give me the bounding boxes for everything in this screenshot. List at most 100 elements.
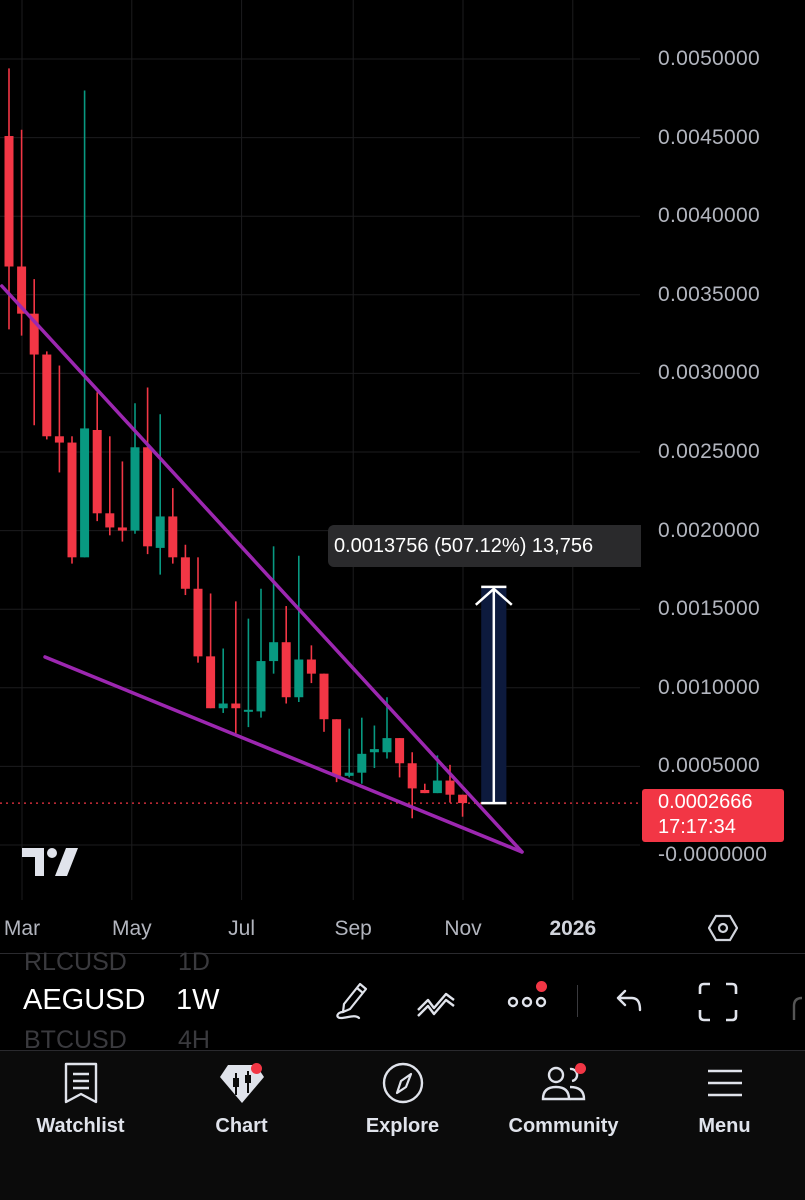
notification-dot <box>536 981 547 992</box>
candle-body <box>29 313 39 355</box>
nav-community[interactable]: Community <box>483 1061 644 1138</box>
community-icon <box>541 1066 585 1101</box>
symbol-next[interactable]: BTCUSD <box>24 1026 127 1054</box>
candle-body <box>407 763 417 789</box>
nav-label: Watchlist <box>36 1115 125 1137</box>
candle-body <box>92 429 102 514</box>
divider <box>0 1050 805 1051</box>
bottom-nav: Watchlist Chart Explore Community Menu <box>0 1051 805 1200</box>
chart-icon <box>219 1065 264 1103</box>
candle <box>105 436 115 536</box>
candle-body <box>281 642 291 698</box>
candle-body <box>243 709 253 712</box>
nav-label: Menu <box>698 1115 751 1137</box>
undo-icon[interactable] <box>608 980 652 1024</box>
nav-label: Explore <box>365 1115 440 1137</box>
compass-icon <box>382 1062 423 1104</box>
measure-label: 0.0013756 (507.12%) 13,756 <box>328 525 641 567</box>
candle <box>294 555 304 702</box>
candle-body <box>420 789 430 794</box>
indicators-icon[interactable] <box>416 980 460 1024</box>
nav-chart[interactable]: Chart <box>161 1061 322 1138</box>
candle-body <box>294 659 304 698</box>
time-tick-label: Sep <box>334 917 372 940</box>
tradingview-logo <box>22 848 78 876</box>
candle-body <box>143 447 153 547</box>
interval-current[interactable]: 1W <box>176 984 220 1016</box>
candle <box>269 546 279 674</box>
notification-dot <box>251 1063 262 1074</box>
candle <box>306 645 316 684</box>
menu-icon <box>707 1069 742 1097</box>
candle <box>42 351 52 440</box>
fullscreen-icon[interactable] <box>696 980 740 1024</box>
price-tick-label: -0.0000000 <box>658 843 768 866</box>
candle-body <box>344 772 354 776</box>
partial-tool-icon[interactable] <box>790 980 805 1024</box>
candle-body <box>67 442 77 558</box>
candle <box>218 648 228 713</box>
candle-body <box>80 428 90 558</box>
candle <box>168 488 178 564</box>
candle-body <box>306 659 316 674</box>
measure-tool[interactable] <box>474 585 513 805</box>
candle-body <box>193 588 203 657</box>
trendlines[interactable] <box>0 284 524 854</box>
toolbar-divider <box>577 985 578 1017</box>
price-tick-label: 0.0025000 <box>658 440 760 463</box>
price-tick-label: 0.0045000 <box>658 125 760 149</box>
time-tick-label: Jul <box>228 917 256 940</box>
notification-dot <box>575 1063 586 1074</box>
candle-body <box>231 703 241 709</box>
candle <box>395 738 405 778</box>
candle-body <box>357 753 367 773</box>
candle-body <box>17 266 27 314</box>
candle-body <box>382 738 392 753</box>
nav-menu[interactable]: Menu <box>644 1061 805 1138</box>
candle <box>117 461 127 542</box>
candle <box>4 68 14 330</box>
symbol-prev[interactable]: RLCUSD <box>24 948 127 976</box>
price-tick-label: 0.0050000 <box>658 47 760 70</box>
candle <box>54 365 64 473</box>
candle <box>67 436 77 564</box>
candle-body <box>332 719 342 776</box>
candle-body <box>42 354 52 437</box>
trendline <box>0 284 524 854</box>
candle-body <box>432 780 442 794</box>
candle-body <box>206 656 216 709</box>
candle-body <box>105 513 115 528</box>
price-tick-label: 0.0035000 <box>658 282 760 306</box>
time-tick-label: Nov <box>444 917 482 940</box>
candle-body <box>117 527 127 531</box>
more-icon[interactable] <box>505 980 549 1024</box>
candle-body <box>369 749 379 753</box>
trendline <box>43 655 524 854</box>
candle <box>332 719 342 783</box>
candle-body <box>256 661 266 712</box>
bar-countdown: 17:17:34 <box>658 816 736 838</box>
candle-body <box>458 794 468 804</box>
nav-watchlist[interactable]: Watchlist <box>0 1061 161 1138</box>
chart-settings-icon[interactable] <box>708 913 738 943</box>
candles <box>4 68 468 819</box>
candle-body <box>4 136 14 267</box>
time-tick-label: May <box>111 917 152 940</box>
candle <box>143 387 153 555</box>
price-chart[interactable] <box>0 0 805 905</box>
interval-next[interactable]: 4H <box>178 1026 210 1054</box>
candle <box>344 728 354 778</box>
last-price-tag: 0.0002666 17:17:34 <box>642 789 784 842</box>
divider <box>0 953 805 954</box>
candle <box>369 725 379 768</box>
price-tick-label: 0.0005000 <box>658 754 760 778</box>
candle <box>155 414 165 575</box>
interval-prev[interactable]: 1D <box>178 948 210 976</box>
candle-body <box>130 447 140 531</box>
drawing-pen-icon[interactable] <box>330 980 374 1024</box>
symbol-current[interactable]: AEGUSD <box>23 984 146 1016</box>
candle-body <box>445 780 455 795</box>
candle <box>206 593 216 709</box>
price-tick-label: 0.0015000 <box>658 597 760 621</box>
nav-explore[interactable]: Explore <box>322 1061 483 1138</box>
